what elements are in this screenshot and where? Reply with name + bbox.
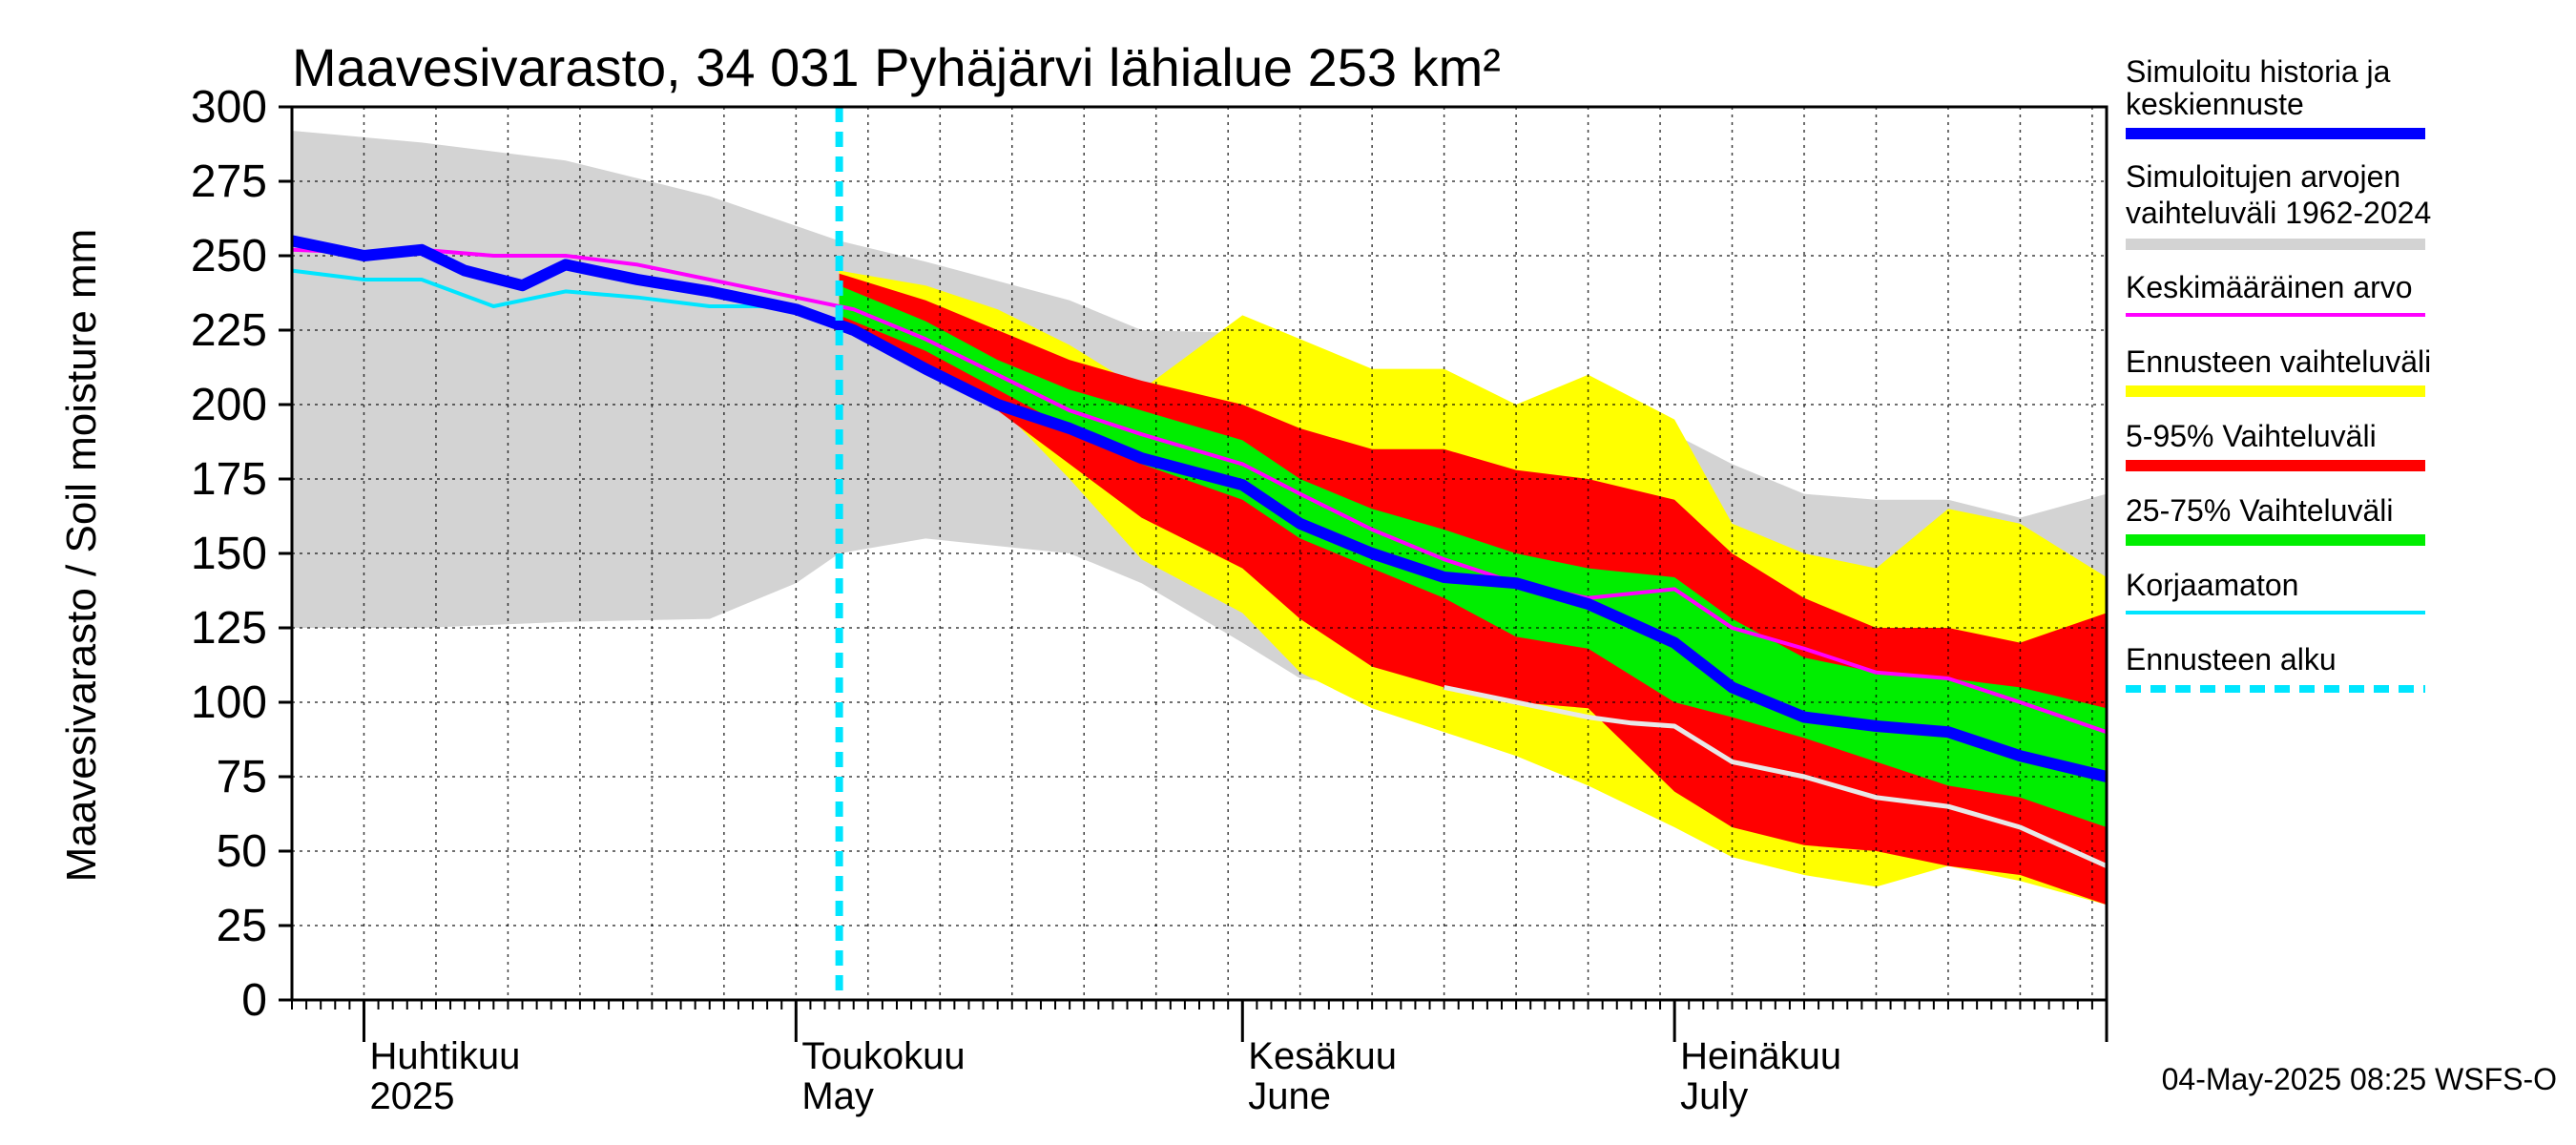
y-tick-label: 150 — [191, 529, 267, 579]
y-tick-label: 50 — [217, 826, 267, 877]
legend-label: Korjaamaton — [2126, 568, 2298, 602]
month-label-fi: Kesäkuu — [1248, 1035, 1397, 1077]
month-label-fi: Huhtikuu — [369, 1035, 520, 1077]
y-axis-label: Maavesivarasto / Soil moisture mm — [58, 229, 105, 883]
y-tick-label: 25 — [217, 901, 267, 951]
chart-title: Maavesivarasto, 34 031 Pyhäjärvi lähialu… — [292, 37, 1501, 97]
series-line-0 — [291, 247, 2108, 735]
y-tick-label: 75 — [217, 752, 267, 802]
legend-label: Simuloitujen arvojen — [2126, 159, 2400, 194]
y-tick-label: 275 — [191, 156, 267, 207]
legend-label: Ennusteen alku — [2126, 642, 2337, 677]
series-line-2 — [290, 235, 2109, 782]
legend-label: keskiennuste — [2126, 87, 2304, 121]
y-tick-label: 125 — [191, 603, 267, 654]
legend-label: Keskimääräinen arvo — [2126, 270, 2413, 304]
month-label-fi: Toukokuu — [801, 1035, 965, 1077]
series-line-3 — [1444, 684, 2109, 868]
legend-label: 25-75% Vaihteluväli — [2126, 493, 2393, 528]
timestamp-footer: 04-May-2025 08:25 WSFS-O — [2162, 1062, 2557, 1096]
series-line-1 — [291, 268, 768, 308]
y-tick-label: 300 — [191, 82, 267, 133]
legend-label: Ennusteen vaihteluväli — [2126, 344, 2431, 379]
y-tick-label: 175 — [191, 454, 267, 505]
y-tick-label: 200 — [191, 380, 267, 430]
y-tick-label: 100 — [191, 677, 267, 728]
y-tick-label: 225 — [191, 305, 267, 356]
legend-label: vaihteluväli 1962-2024 — [2126, 196, 2431, 230]
month-label-fi: Heinäkuu — [1680, 1035, 1841, 1077]
y-tick-label: 0 — [241, 975, 267, 1026]
y-tick-label: 250 — [191, 231, 267, 281]
legend-label: 5-95% Vaihteluväli — [2126, 419, 2377, 453]
plot-area: 0 25 50 75 100 125 150 175 200 225 250 275 300 Huhtik… — [191, 82, 2109, 1117]
month-label-en: July — [1680, 1075, 1748, 1117]
month-label-en: 2025 — [369, 1075, 454, 1117]
legend-label: Simuloitu historia ja — [2126, 54, 2391, 89]
month-label-en: June — [1248, 1075, 1331, 1117]
month-label-en: May — [801, 1075, 874, 1117]
